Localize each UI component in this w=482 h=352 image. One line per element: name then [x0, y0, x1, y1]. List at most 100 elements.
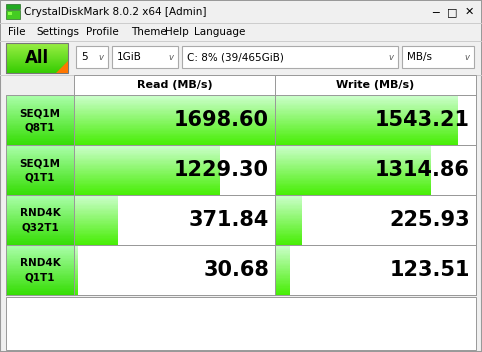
Bar [6, 279, 74, 281]
Bar [6, 172, 74, 174]
Bar [74, 225, 118, 227]
Text: 225.93: 225.93 [389, 210, 470, 230]
Bar [74, 126, 275, 128]
Bar [6, 68, 68, 69]
Bar [275, 247, 290, 249]
Text: Theme: Theme [131, 27, 167, 37]
Bar [74, 110, 275, 112]
Bar [6, 285, 74, 287]
Bar [76, 46, 108, 68]
Text: 1314.86: 1314.86 [375, 160, 470, 180]
Bar [74, 176, 219, 178]
Bar [275, 180, 430, 182]
Bar [74, 270, 78, 272]
Bar [275, 220, 302, 222]
Bar [275, 291, 290, 293]
Bar [6, 246, 74, 248]
Bar [6, 260, 74, 262]
Bar [6, 227, 74, 229]
Bar [275, 189, 430, 190]
Bar [275, 280, 290, 282]
Bar [74, 211, 118, 213]
Bar [275, 256, 290, 258]
Bar [74, 275, 78, 277]
Bar [74, 146, 219, 148]
Bar [6, 197, 74, 199]
Bar [74, 213, 118, 214]
Bar [74, 194, 219, 195]
Bar [6, 271, 74, 273]
Bar [74, 243, 118, 244]
Bar [6, 176, 74, 178]
Text: 5: 5 [81, 52, 88, 62]
Bar [74, 231, 118, 233]
Bar [74, 235, 118, 237]
Bar [275, 102, 458, 104]
Bar [275, 152, 430, 154]
Bar [275, 277, 290, 279]
Bar [275, 166, 430, 168]
Bar [275, 126, 458, 128]
Bar [275, 271, 290, 273]
Bar [74, 95, 275, 145]
Bar [275, 210, 302, 212]
Bar [74, 145, 275, 195]
Bar [6, 247, 74, 249]
Bar [6, 269, 74, 270]
Bar [275, 109, 458, 111]
Bar [275, 284, 290, 285]
Bar [275, 140, 458, 142]
Bar [74, 229, 118, 231]
Bar [6, 230, 74, 232]
Bar [74, 215, 118, 217]
Bar [275, 279, 290, 281]
Bar [74, 170, 219, 172]
Bar [74, 202, 118, 204]
Text: 1GiB: 1GiB [117, 52, 142, 62]
Bar [275, 132, 458, 134]
Bar [74, 95, 275, 145]
Bar [6, 258, 74, 259]
Bar [275, 185, 430, 187]
Bar [6, 245, 74, 247]
Bar [1, 23, 481, 41]
Bar [74, 180, 219, 182]
Bar [74, 145, 275, 195]
Bar [275, 175, 430, 177]
Bar [6, 235, 74, 237]
Bar [74, 258, 78, 259]
Bar [74, 163, 219, 164]
Bar [6, 96, 74, 98]
Text: All: All [25, 49, 49, 67]
Bar [6, 199, 74, 201]
Bar [275, 260, 290, 262]
Bar [6, 65, 68, 67]
Bar [74, 255, 78, 257]
Bar [74, 291, 78, 293]
Bar [74, 99, 275, 101]
Bar [6, 213, 74, 214]
Bar [6, 43, 68, 73]
Bar [275, 213, 302, 214]
Bar [74, 144, 275, 145]
Bar [6, 179, 74, 181]
Bar [275, 157, 430, 159]
Bar [6, 240, 74, 242]
Bar [6, 63, 68, 64]
Bar [6, 104, 74, 106]
Bar [6, 218, 74, 219]
Bar [275, 110, 458, 112]
Bar [6, 138, 74, 139]
Bar [275, 164, 430, 165]
Bar [6, 186, 74, 188]
Bar [6, 52, 68, 54]
Bar [6, 185, 74, 187]
Bar [6, 171, 74, 173]
Text: 1698.60: 1698.60 [174, 110, 269, 130]
Bar [6, 249, 74, 251]
Bar [6, 200, 74, 202]
Bar [275, 195, 476, 245]
Bar [6, 288, 74, 289]
Bar [275, 245, 476, 295]
Bar [275, 107, 458, 109]
